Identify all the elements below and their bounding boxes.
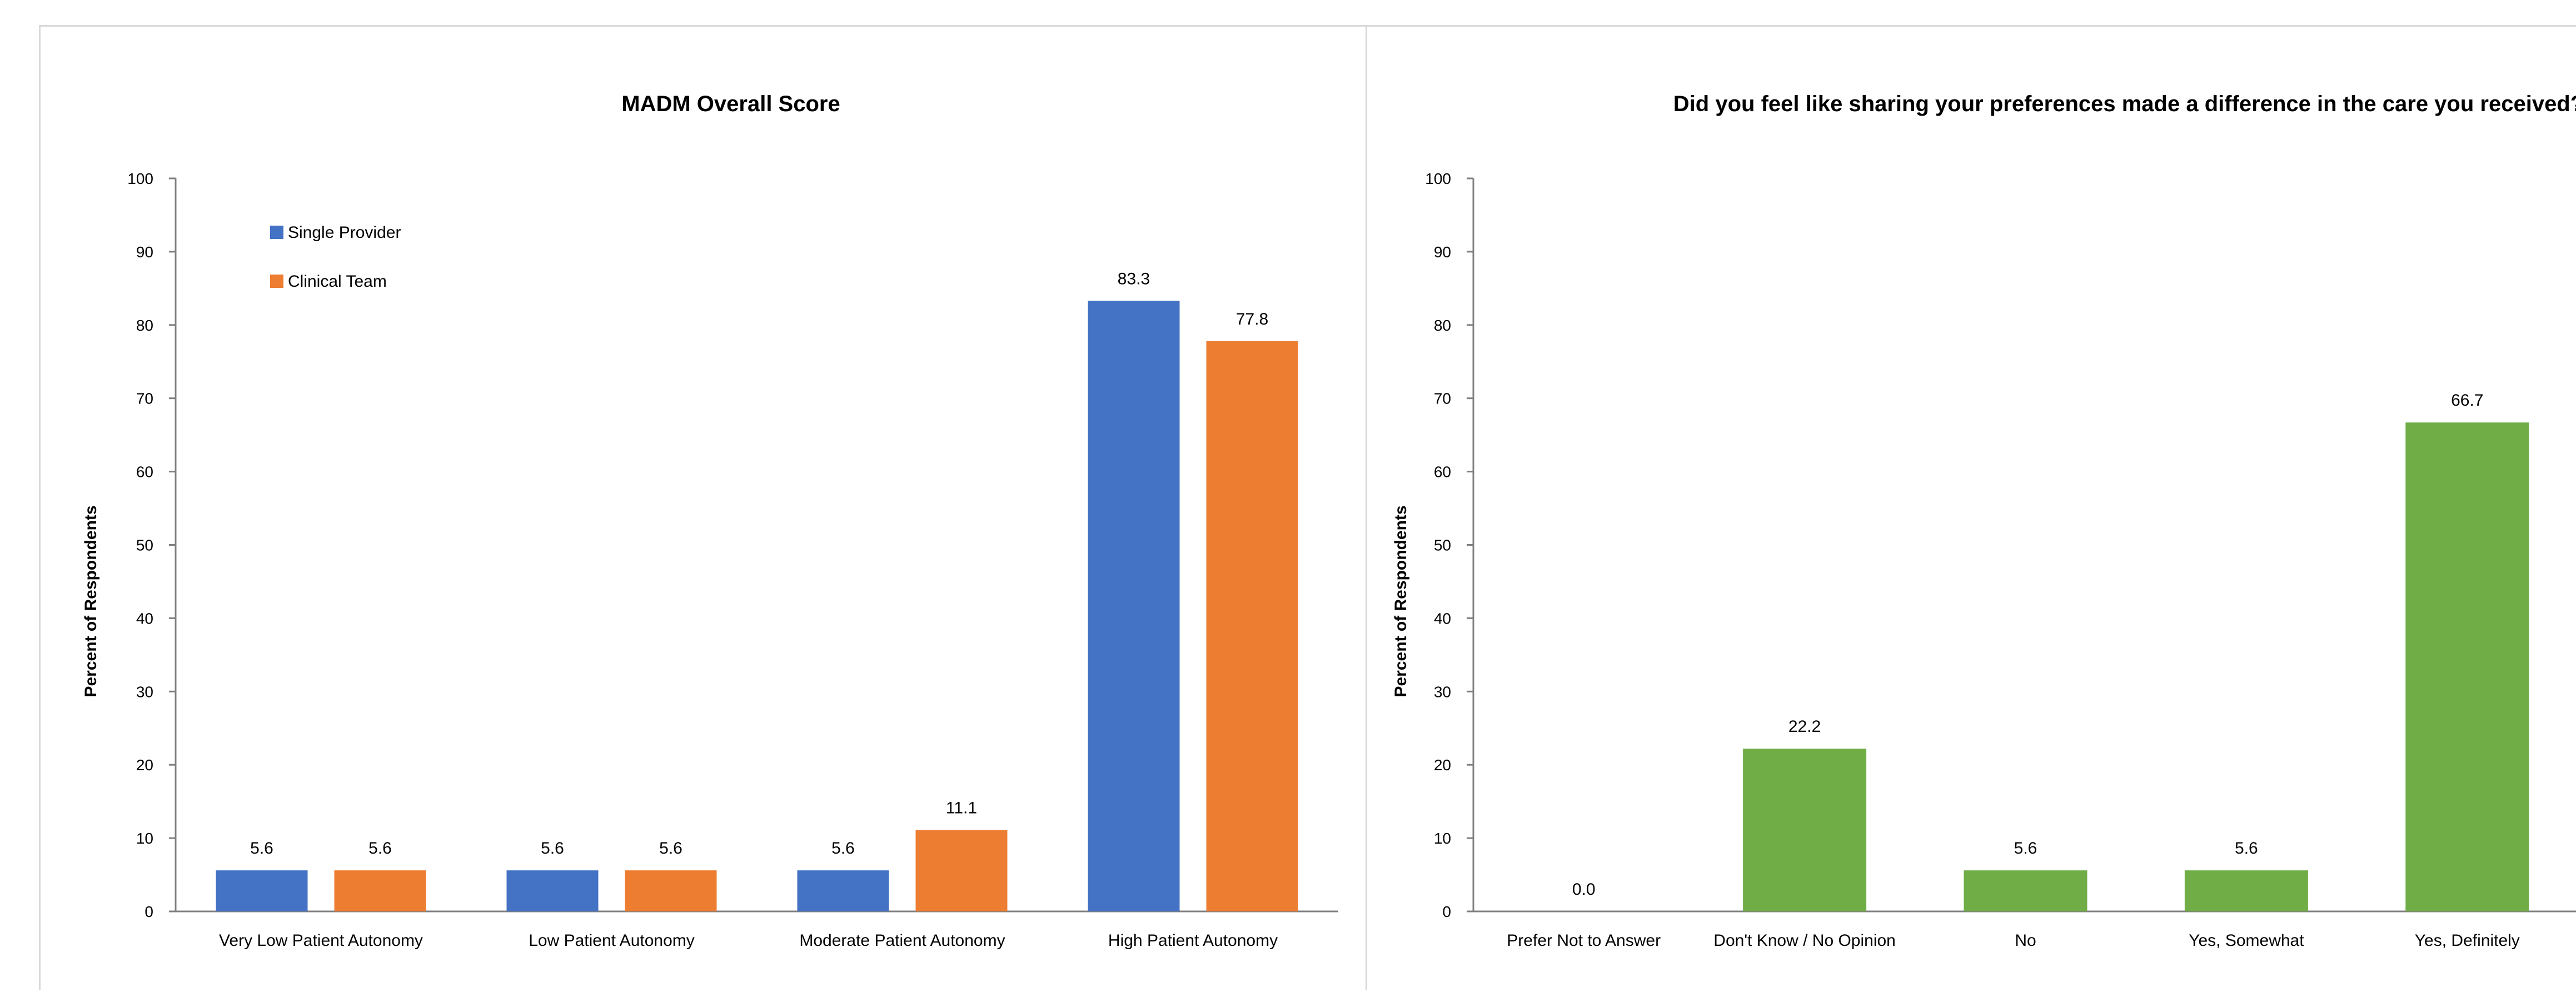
y-tick-label: 50: [1434, 537, 1451, 554]
y-tick-label: 30: [136, 683, 153, 700]
bar: [1088, 301, 1180, 912]
y-tick-label: 70: [136, 390, 153, 407]
legend-swatch: [270, 226, 283, 239]
bar: [1964, 870, 2087, 911]
data-label: 5.6: [541, 839, 564, 858]
y-tick-label: 60: [136, 463, 153, 481]
bar: [334, 870, 426, 911]
data-label: 11.1: [946, 799, 977, 817]
y-tick-label: 50: [136, 537, 153, 554]
x-tick-label: Low Patient Autonomy: [529, 931, 695, 950]
data-label: 22.2: [1788, 717, 1821, 736]
x-tick-label: Very Low Patient Autonomy: [219, 931, 423, 950]
bar: [797, 870, 889, 911]
chart-panel-difference: Did you feel like sharing your preferenc…: [1366, 25, 2576, 990]
y-tick-label: 20: [1434, 756, 1451, 774]
legend-label: Clinical Team: [288, 272, 387, 291]
bar: [915, 830, 1008, 911]
x-tick-label: High Patient Autonomy: [1108, 931, 1278, 950]
y-tick-label: 70: [1434, 390, 1451, 407]
y-tick-label: 10: [1434, 830, 1451, 847]
y-axis-label: Percent of Respondents: [82, 505, 100, 697]
y-tick-label: 90: [1434, 243, 1451, 261]
legend-label: Single Provider: [288, 223, 401, 242]
y-tick-label: 80: [1434, 317, 1451, 334]
y-tick-label: 60: [1434, 463, 1451, 481]
x-tick-label: Moderate Patient Autonomy: [799, 931, 1005, 950]
bar: [1743, 749, 1867, 911]
y-tick-label: 0: [1442, 903, 1451, 920]
bar: [625, 870, 717, 911]
bar: [506, 870, 599, 911]
data-label: 5.6: [659, 839, 682, 858]
y-tick-label: 40: [136, 610, 153, 627]
y-tick-label: 0: [145, 903, 153, 920]
data-label: 5.6: [250, 839, 273, 858]
y-tick-label: 100: [1425, 170, 1451, 187]
bar: [1206, 341, 1298, 911]
y-tick-label: 20: [136, 756, 153, 774]
y-tick-label: 100: [127, 170, 153, 187]
x-tick-label: Don't Know / No Opinion: [1713, 931, 1896, 950]
bar: [2405, 422, 2529, 911]
x-tick-label: Yes, Somewhat: [2189, 931, 2304, 950]
bar: [216, 870, 308, 911]
y-axis-label: Percent of Respondents: [1392, 505, 1410, 697]
chart-title: Did you feel like sharing your preferenc…: [1673, 92, 2576, 116]
data-label: 0.0: [1572, 880, 1596, 899]
data-label: 5.6: [2235, 839, 2258, 858]
x-tick-label: Prefer Not to Answer: [1507, 931, 1661, 950]
x-tick-label: No: [2015, 931, 2036, 950]
y-tick-label: 40: [1434, 610, 1451, 627]
chart-title: MADM Overall Score: [621, 92, 840, 116]
data-label: 5.6: [368, 839, 392, 858]
y-tick-label: 10: [136, 830, 153, 847]
data-label: 83.3: [1118, 270, 1150, 288]
legend-swatch: [270, 275, 283, 288]
madm-chart: MADM Overall Score Percent of Respondent…: [82, 92, 1338, 950]
bar: [2184, 870, 2308, 911]
data-label: 66.7: [2451, 391, 2483, 410]
y-tick-label: 90: [136, 243, 153, 261]
chart-panel-madm: MADM Overall Score Percent of Respondent…: [39, 25, 1367, 990]
data-label: 5.6: [2014, 839, 2037, 858]
data-label: 5.6: [831, 839, 855, 858]
y-tick-label: 80: [136, 317, 153, 334]
difference-chart: Did you feel like sharing your preferenc…: [1392, 92, 2576, 950]
x-tick-label: Yes, Definitely: [2415, 931, 2520, 950]
data-label: 77.8: [1236, 310, 1268, 328]
y-tick-label: 30: [1434, 683, 1451, 700]
